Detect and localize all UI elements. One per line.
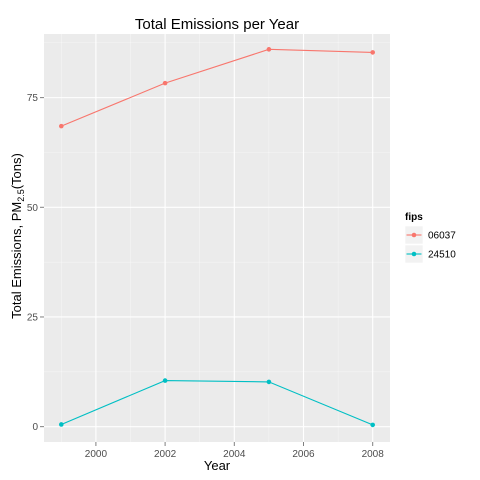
- x-tick-label: 2006: [292, 449, 315, 460]
- y-tick-label: 50: [27, 203, 39, 214]
- x-tick-labels: 2000 2002 2004 2006 2008: [85, 449, 384, 460]
- data-point-24510: [266, 379, 272, 385]
- chart-title: Total Emissions per Year: [135, 16, 299, 33]
- x-tick-label: 2008: [362, 449, 385, 460]
- legend-key-point: [411, 251, 417, 257]
- y-axis-title-tail: (Tons): [9, 153, 24, 189]
- legend-key-point: [411, 232, 417, 238]
- plot-panel: [44, 34, 390, 442]
- legend-title: fips: [405, 212, 423, 223]
- legend-item-06037: 06037: [404, 225, 456, 245]
- data-point-06037: [370, 50, 376, 55]
- x-tick-label: 2004: [223, 449, 246, 460]
- legend-item-24510: 24510: [404, 244, 456, 264]
- legend: fips 06037 24510: [404, 212, 456, 264]
- x-tick-label: 2002: [154, 449, 177, 460]
- x-axis-title: Year: [204, 458, 231, 473]
- y-tick-label: 25: [27, 312, 39, 323]
- y-tick-label: 75: [27, 93, 39, 104]
- data-point-06037: [266, 47, 272, 52]
- y-axis-title-main: Total Emissions, PM: [9, 202, 24, 319]
- legend-items: 06037 24510: [404, 225, 456, 264]
- y-axis-title-subscript: 2.5: [16, 189, 26, 202]
- series-layer: [59, 47, 376, 428]
- series-line-24510: [61, 380, 373, 426]
- data-point-24510: [370, 422, 376, 428]
- y-tick-label: 0: [32, 422, 38, 433]
- x-tick-label: 2000: [85, 449, 108, 460]
- axis-ticks: [40, 97, 374, 446]
- series-06037: [59, 47, 376, 129]
- major-gridlines: [44, 34, 390, 442]
- legend-label-24510: 24510: [428, 250, 456, 261]
- series-line-06037: [61, 48, 373, 127]
- data-point-06037: [59, 123, 64, 129]
- data-point-24510: [162, 378, 168, 383]
- minor-gridlines: [44, 34, 390, 442]
- data-point-06037: [162, 80, 168, 86]
- y-axis-title: Total Emissions, PM2.5(Tons): [9, 153, 26, 319]
- series-24510: [59, 378, 376, 428]
- legend-label-06037: 06037: [428, 231, 456, 242]
- data-point-24510: [59, 422, 64, 427]
- y-tick-labels: 0 25 50 75: [27, 93, 39, 433]
